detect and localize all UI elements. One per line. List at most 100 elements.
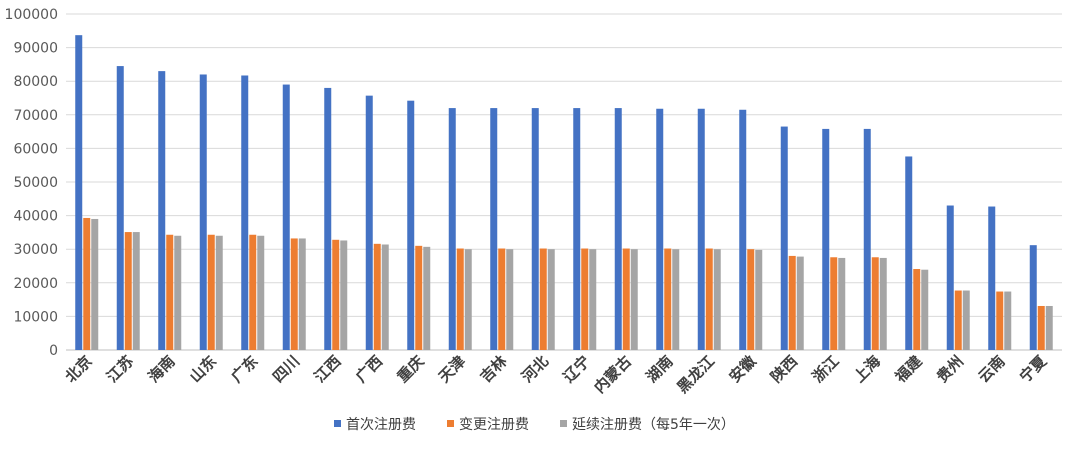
x-tick-label: 贵州 [933,352,967,386]
bar-series-1 [531,108,539,350]
bar-series-1 [158,71,166,351]
bars [75,35,1053,351]
bar-series-2 [664,248,672,350]
legend-label: 延续注册费（每5年一次） [572,416,735,433]
bar-series-3 [755,249,763,350]
bar-series-2 [332,239,340,350]
bar-series-3 [630,249,638,350]
bar-series-3 [381,244,389,350]
x-tick-label: 陕西 [767,352,801,386]
bar-series-1 [75,35,83,350]
y-tick-label: 80000 [13,74,58,90]
bar-series-1 [697,108,705,350]
bar-series-2 [498,248,506,350]
bar-series-3 [962,290,970,350]
bar-series-2 [1037,305,1045,350]
x-tick-label: 天津 [435,352,469,386]
y-tick-label: 100000 [5,7,58,23]
bar-series-2 [954,290,962,350]
bar-series-1 [116,66,124,350]
bar-series-2 [124,232,132,350]
bar-series-3 [215,235,223,350]
x-tick-label: 重庆 [394,352,428,386]
x-tick-label: 福建 [891,351,926,386]
bar-series-1 [407,100,415,350]
bar-series-3 [506,249,514,350]
bar-series-1 [739,109,747,350]
y-tick-label: 50000 [13,175,58,191]
y-tick-label: 90000 [13,41,58,57]
bar-series-3 [257,235,265,350]
bar-series-1 [199,74,207,350]
x-tick-label: 山东 [186,352,220,386]
legend-swatch [447,420,454,427]
x-tick-label: 辽宁 [560,352,594,386]
bar-series-2 [207,234,215,350]
bar-series-2 [539,248,547,350]
bar-series-2 [166,234,174,350]
bar-series-1 [614,108,622,350]
bar-series-2 [996,291,1004,350]
bar-series-2 [788,255,796,350]
y-tick-label: 0 [49,343,58,359]
legend: 首次注册费 变更注册费 延续注册费（每5年一次） [334,416,735,433]
bar-series-2 [290,238,298,350]
legend-swatch [560,420,567,427]
bar-series-3 [921,269,929,350]
x-tick-label: 宁夏 [1016,351,1051,386]
legend-label: 首次注册费 [346,417,416,433]
x-tick-label: 广东 [228,352,262,386]
bar-series-1 [241,75,249,350]
bar-series-1 [324,87,332,351]
x-tick-label: 海南 [145,352,179,386]
x-tick-label: 湖南 [643,352,677,386]
bar-series-2 [747,249,755,350]
bar-series-1 [573,108,581,350]
x-tick-label: 浙江 [809,352,843,386]
bar-series-1 [905,156,913,350]
x-tick-label: 黑龙江 [674,352,719,397]
bar-series-1 [1029,245,1037,350]
x-tick-label: 上海 [850,352,884,386]
bar-series-3 [838,257,846,350]
bar-series-1 [448,108,456,350]
y-tick-label: 40000 [13,209,58,225]
bar-series-2 [622,248,630,350]
x-tick-label: 四川 [269,352,303,386]
bar-series-3 [1045,305,1053,350]
x-tick-label: 北京 [62,352,96,386]
y-tick-label: 70000 [13,108,58,124]
x-tick-label: 江苏 [103,352,137,386]
bar-series-2 [830,257,838,350]
bar-series-3 [1004,291,1012,350]
bar-series-2 [456,248,464,350]
x-tick-label: 内蒙古 [591,352,636,397]
bar-series-3 [672,249,680,350]
bar-series-3 [547,249,555,350]
x-tick-label: 安徽 [726,351,761,386]
bar-series-3 [132,232,140,350]
y-tick-label: 30000 [13,242,58,258]
bar-series-2 [913,269,921,350]
bar-series-3 [298,238,306,350]
bar-series-1 [946,205,954,350]
bar-series-1 [780,126,788,350]
bar-series-2 [705,248,713,350]
bar-series-1 [656,108,664,350]
bar-series-1 [988,206,996,350]
bar-series-3 [796,256,804,350]
x-tick-label: 江西 [311,352,345,386]
x-tick-label: 吉林 [477,351,512,386]
bar-series-2 [415,245,423,350]
bar-series-2 [871,257,879,350]
bar-series-3 [879,257,887,350]
bar-series-2 [373,243,381,350]
y-tick-label: 20000 [13,276,58,292]
legend-label: 变更注册费 [459,417,529,433]
bar-series-3 [423,246,431,350]
bar-series-3 [91,218,99,350]
bar-series-3 [174,235,182,350]
bar-series-1 [365,95,373,350]
